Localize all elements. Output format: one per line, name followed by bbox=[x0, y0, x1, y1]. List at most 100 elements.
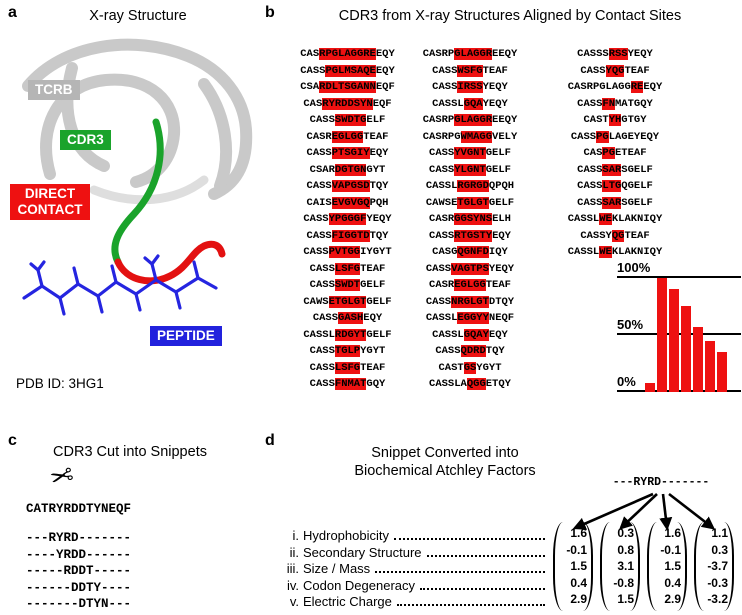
pdb-id: PDB ID: 3HG1 bbox=[16, 376, 104, 391]
cdr3-sequence: CASSPGLMSAQEEQY bbox=[300, 64, 395, 77]
cdr3-sequence: CASRGGSYNSELH bbox=[429, 213, 511, 225]
contact-site-highlight: QDRD bbox=[460, 345, 486, 357]
cdr3-column-1: CASRPGLAGGREEQY CASSPGLMSAQEEQY CSARDLTSGA… bbox=[280, 46, 415, 393]
factor-value: 0.3 bbox=[617, 526, 634, 540]
cdr3-sequence: CASSNRGLGTDTQY bbox=[425, 295, 515, 308]
factor-value: -0.8 bbox=[613, 575, 634, 590]
cdr3-sequence: CASRYRDDSYNEQF bbox=[303, 97, 392, 110]
factor-value: -0.1 bbox=[566, 542, 587, 557]
contact-site-highlight: TGLGT bbox=[457, 196, 489, 209]
factor-value: 1.1 bbox=[711, 526, 728, 540]
cdr3-sequence: CASSVAPGSDTQY bbox=[306, 180, 389, 192]
cdr3-sequence: CASSYQGTEAF bbox=[580, 64, 650, 77]
cdr3-sequence: CASSSWDTGELF bbox=[309, 279, 386, 291]
contact-site-highlight: NRGLGT bbox=[451, 295, 489, 308]
cdr3-label: CDR3 bbox=[60, 130, 111, 150]
contact-site-highlight: PVTGG bbox=[328, 246, 361, 258]
factor-value: -0.1 bbox=[660, 542, 681, 557]
cdr3-sequence: CAISEVGVGQPQH bbox=[306, 196, 389, 209]
factor-value: -3.2 bbox=[707, 592, 728, 606]
cdr3-sequence: CASSWSFGTEAF bbox=[432, 64, 508, 77]
factor-value: 1.5 bbox=[570, 559, 587, 573]
contact-site-highlight: YQG bbox=[605, 64, 625, 77]
panel-a: a X-ray Structure TCRB CDR3 DIRECT CONTA… bbox=[8, 4, 280, 428]
contact-site-highlight: SAR bbox=[602, 163, 622, 176]
factor-value: -0.3 bbox=[707, 575, 728, 590]
panel-c-label: c bbox=[8, 432, 17, 449]
cdr3-sequence: CASREGLGGTEAF bbox=[429, 279, 511, 291]
atchley-factor-row: i. Hydrophobicity bbox=[277, 528, 549, 545]
cdr3-sequence: CASSFIGGTDTQY bbox=[306, 229, 389, 242]
atchley-factor-row: iv. Codon Degeneracy bbox=[277, 578, 549, 595]
full-cdr3-sequence: CATRYRDDTYNEQF bbox=[26, 502, 132, 516]
contact-site-highlight: YVGNT bbox=[454, 147, 486, 159]
factor-value: 3.1 bbox=[617, 559, 634, 573]
contact-site-highlight: GGSYNS bbox=[454, 213, 493, 225]
panel-a-title: X-ray Structure bbox=[89, 8, 187, 24]
contact-site-highlight: QG bbox=[611, 229, 625, 242]
cdr3-sequence: CASSLTGQGELF bbox=[577, 180, 653, 192]
panel-d-label: d bbox=[265, 432, 275, 449]
factor-name: Codon Degeneracy bbox=[303, 577, 416, 593]
contact-site-highlight: WE bbox=[599, 246, 612, 258]
cdr3-sequence: CASSQDRDTQY bbox=[435, 345, 505, 357]
snippet: ------DDTY---- bbox=[26, 580, 132, 595]
contact-site-highlight: EGLGG bbox=[454, 279, 486, 291]
cdr3-column-2: CASRPGLAGGREEQY CASSWSFGTEAF CASSIRSSYEQY C… bbox=[400, 46, 540, 393]
contact-site-highlight: YH bbox=[608, 114, 622, 126]
contact-site-highlight: GLAGGR bbox=[454, 48, 493, 60]
snippet: -----RDDT----- bbox=[26, 564, 132, 578]
histogram-bar bbox=[717, 352, 727, 392]
snippet: ---RYRD------- bbox=[26, 531, 132, 545]
factor-value: 0.4 bbox=[664, 575, 681, 590]
factor-list: i. Hydrophobicity ii. Secondary Structure ii… bbox=[277, 528, 549, 611]
factor-value: -3.7 bbox=[707, 559, 728, 573]
factor-numeral: i. bbox=[292, 528, 300, 543]
contact-site-highlight: IRSS bbox=[457, 81, 483, 93]
panel-a-label: a bbox=[8, 4, 17, 21]
contact-site-highlight: GQA bbox=[463, 97, 483, 110]
cdr3-sequence: CAWSETGLGTGELF bbox=[303, 295, 392, 308]
cdr3-sequence: CASRPGWMAGGVELY bbox=[422, 130, 518, 143]
cdr3-sequence: CASSLSFGTEAF bbox=[309, 262, 386, 275]
factor-numeral: v. bbox=[289, 594, 299, 609]
contact-site-highlight: PG bbox=[596, 130, 609, 143]
cdr3-sequence: CASSPVTGGIYGYT bbox=[303, 246, 392, 258]
peptide-sticks bbox=[22, 254, 218, 316]
peptide-label: PEPTIDE bbox=[150, 326, 222, 346]
cdr3-sequence: CASSSRSSYEQY bbox=[577, 48, 653, 60]
hist-tick-0: 0% bbox=[617, 374, 636, 389]
factor-value: 1.5 bbox=[617, 592, 634, 606]
cdr3-sequence: CASSSWDTGELF bbox=[309, 114, 386, 126]
contact-site-highlight: RSS bbox=[608, 48, 628, 60]
cdr3-sequence: CASSYVGNTGELF bbox=[429, 147, 511, 159]
contact-site-highlight: FIGGTD bbox=[331, 229, 370, 242]
protein-ribbon-illustration bbox=[22, 38, 253, 316]
contact-site-highlight: GS bbox=[463, 361, 477, 374]
cdr3-sequence: CASSLEGGYYNEQF bbox=[425, 312, 515, 324]
factor-value: 0.4 bbox=[570, 575, 587, 590]
hist-tick-100: 100% bbox=[617, 260, 651, 275]
contact-site-highlight: YLGNT bbox=[454, 163, 486, 176]
contact-site-highlight: DGTGN bbox=[334, 163, 367, 176]
contact-site-highlight: PTSGIY bbox=[331, 147, 370, 159]
snippet-list: ---RYRD------- ----YRDD------ -----RDDT---… bbox=[26, 530, 131, 613]
factor-name: Hydrophobicity bbox=[303, 528, 389, 543]
contact-site-highlight: RPGLAGGRE bbox=[319, 48, 376, 60]
cdr3-sequence: CASSSARSGELF bbox=[577, 163, 653, 176]
contact-site-highlight: FN bbox=[602, 97, 615, 110]
contact-site-highlight: TGLP bbox=[334, 345, 361, 357]
cdr3-sequence: CASREGLGGTEAF bbox=[306, 130, 389, 143]
factor-numeral: iv. bbox=[286, 577, 299, 593]
factor-value: 1.5 bbox=[664, 559, 681, 573]
cdr3-sequence: CASSYQGTEAF bbox=[580, 229, 650, 242]
contact-site-highlight: QGG bbox=[466, 378, 486, 390]
atchley-factor-row: iii. Size / Mass bbox=[277, 561, 549, 578]
panel-b-label: b bbox=[265, 4, 275, 21]
cdr3-sequence: CASGQGNFDIQY bbox=[432, 246, 508, 258]
contact-site-highlight: QGNFD bbox=[457, 246, 489, 258]
contact-frequency-histogram: 100% 50% 0% bbox=[617, 260, 741, 402]
hist-tick-50: 50% bbox=[617, 317, 644, 332]
atchley-vector: 0.3 0.8 3.1 -0.8 1.5 bbox=[600, 522, 640, 611]
snippet: -------DTYN--- bbox=[26, 597, 132, 611]
